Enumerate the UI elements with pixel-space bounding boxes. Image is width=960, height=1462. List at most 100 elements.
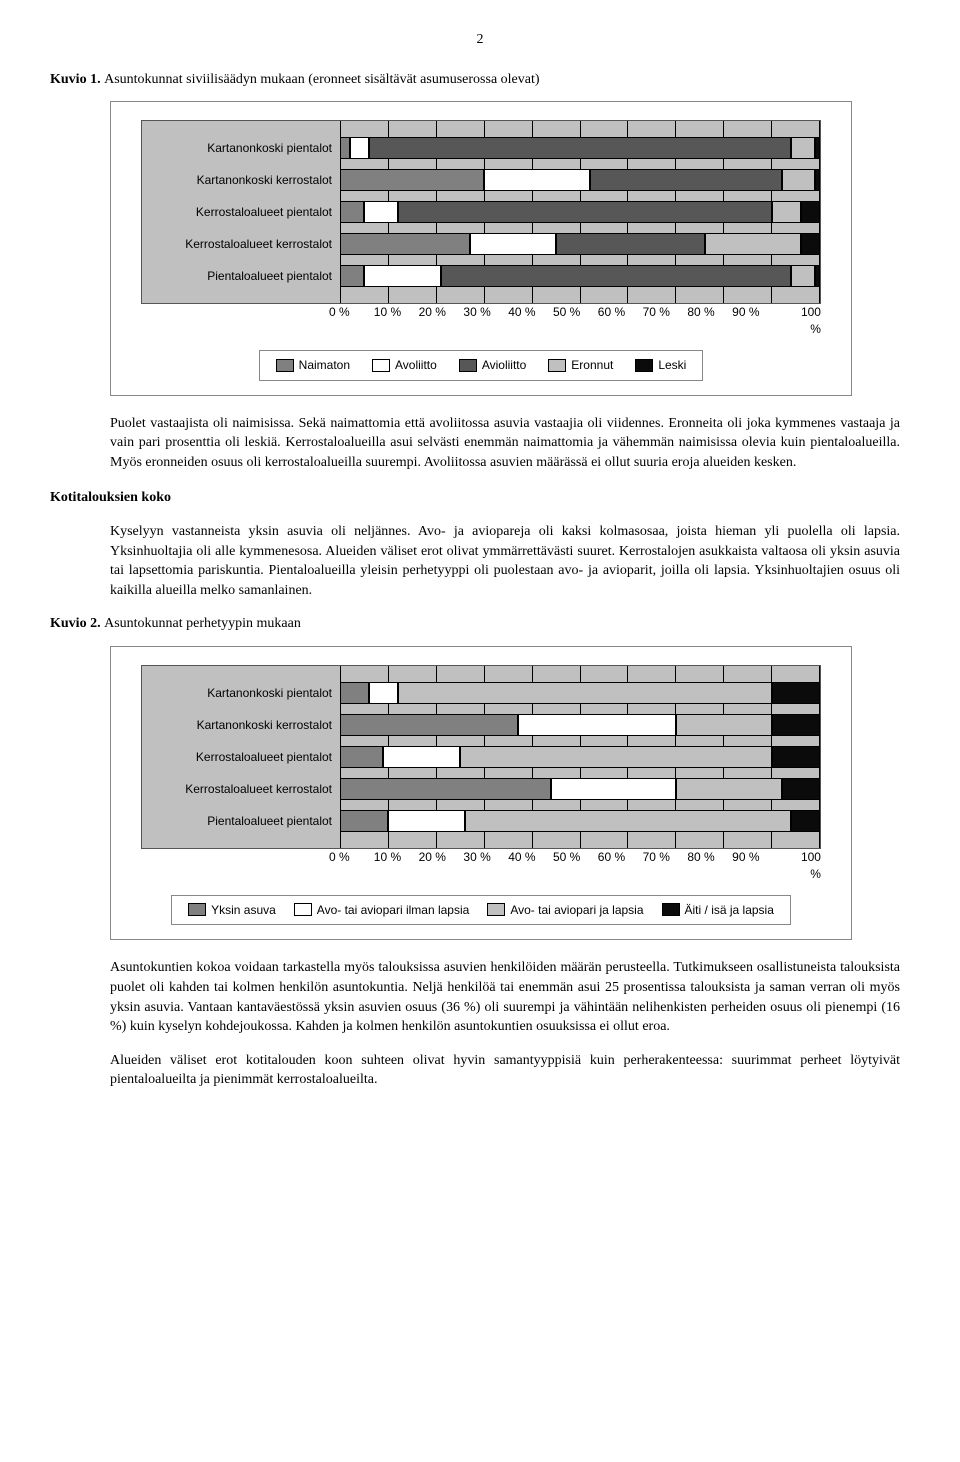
chart-segment	[772, 714, 820, 736]
chart-segment	[398, 682, 772, 704]
xaxis-tick: 70 %	[643, 849, 688, 883]
chart-bar	[340, 714, 820, 736]
legend-item: Avo- tai aviopari ja lapsia	[487, 902, 643, 919]
chart-row-label: Kartanonkoski pientalot	[142, 685, 340, 702]
xaxis-tick: 50 %	[553, 849, 598, 883]
xaxis-tick: 30 %	[463, 849, 508, 883]
xaxis-tick: 100 %	[787, 304, 821, 338]
xaxis-tick: 60 %	[598, 304, 643, 338]
chart-row-label: Kerrostaloalueet pientalot	[142, 204, 340, 221]
legend-label: Eronnut	[571, 357, 613, 374]
legend-swatch	[294, 903, 312, 916]
chart-bar	[340, 137, 820, 159]
legend-swatch	[662, 903, 680, 916]
caption1-prefix: Kuvio 1.	[50, 72, 104, 87]
legend-item: Avioliitto	[459, 357, 526, 374]
chart-segment	[340, 201, 364, 223]
chart-segment	[340, 233, 470, 255]
chart-segment	[782, 169, 816, 191]
legend-label: Avoliitto	[395, 357, 437, 374]
chart1-legend: Naimaton Avoliitto Avioliitto Eronnut Leski	[259, 350, 704, 381]
chart-segment	[465, 810, 791, 832]
chart-segment	[556, 233, 705, 255]
chart-row-label: Kerrostaloalueet kerrostalot	[142, 236, 340, 253]
xaxis-tick: 10 %	[374, 849, 419, 883]
chart-segment	[369, 682, 398, 704]
chart-row: Pientaloalueet pientalot	[142, 810, 820, 832]
chart-segment	[791, 265, 815, 287]
legend-swatch	[459, 359, 477, 372]
chart-segment	[815, 169, 820, 191]
chart-segment	[791, 137, 815, 159]
legend-item: Avo- tai aviopari ilman lapsia	[294, 902, 470, 919]
chart-segment	[340, 714, 518, 736]
chart-bar	[340, 778, 820, 800]
chart-row-label: Kartanonkoski pientalot	[142, 140, 340, 157]
chart-bar	[340, 810, 820, 832]
xaxis-tick: 20 %	[419, 849, 464, 883]
legend-swatch	[188, 903, 206, 916]
section-heading: Kotitalouksien koko	[50, 488, 910, 508]
xaxis-tick: 100 %	[787, 849, 821, 883]
chart-segment	[340, 137, 350, 159]
xaxis-tick: 10 %	[374, 304, 419, 338]
caption2-prefix: Kuvio 2.	[50, 616, 104, 631]
chart-row: Kartanonkoski pientalot	[142, 137, 820, 159]
xaxis-tick: 30 %	[463, 304, 508, 338]
chart-row-label: Kartanonkoski kerrostalot	[142, 172, 340, 189]
chart-row-label: Pientaloalueet pientalot	[142, 813, 340, 830]
chart-bar	[340, 169, 820, 191]
legend-swatch	[487, 903, 505, 916]
legend-label: Naimaton	[299, 357, 350, 374]
xaxis-tick: 90 %	[732, 849, 777, 883]
xaxis-tick: 20 %	[419, 304, 464, 338]
chart2-xaxis: 0 %10 %20 %30 %40 %50 %60 %70 %80 %90 %1…	[339, 849, 821, 883]
xaxis-tick: 40 %	[508, 849, 553, 883]
chart-row: Kartanonkoski pientalot	[142, 682, 820, 704]
chart-segment	[383, 746, 460, 768]
chart-segment	[518, 714, 676, 736]
xaxis-tick: 80 %	[687, 849, 732, 883]
chart-segment	[815, 137, 820, 159]
paragraph-4: Alueiden väliset erot kotitalouden koon …	[110, 1051, 900, 1090]
chart-segment	[364, 201, 398, 223]
chart-segment	[398, 201, 772, 223]
xaxis-tick: 0 %	[329, 304, 374, 338]
chart-segment	[340, 778, 551, 800]
chart-segment	[676, 778, 782, 800]
chart-bar	[340, 682, 820, 704]
chart1-container: Kartanonkoski pientalot Kartanonkoski ker…	[110, 101, 852, 395]
chart-segment	[551, 778, 676, 800]
chart-segment	[791, 810, 820, 832]
chart-segment	[364, 265, 441, 287]
legend-label: Avioliitto	[482, 357, 526, 374]
chart-segment	[340, 810, 388, 832]
chart-segment	[340, 682, 369, 704]
legend-label: Yksin asuva	[211, 902, 276, 919]
paragraph-3: Asuntokuntien kokoa voidaan tarkastella …	[110, 958, 900, 1036]
chart-segment	[815, 265, 820, 287]
chart2-legend: Yksin asuva Avo- tai aviopari ilman lapsi…	[171, 895, 791, 926]
caption2-text: Asuntokunnat perhetyypin mukaan	[104, 616, 301, 631]
chart-bar	[340, 233, 820, 255]
chart-row: Kerrostaloalueet pientalot	[142, 201, 820, 223]
legend-swatch	[372, 359, 390, 372]
legend-label: Leski	[658, 357, 686, 374]
legend-label: Avo- tai aviopari ilman lapsia	[317, 902, 470, 919]
figure2-caption: Kuvio 2. Asuntokunnat perhetyypin mukaan	[50, 614, 910, 634]
figure1-caption: Kuvio 1. Asuntokunnat siviilisäädyn muka…	[50, 70, 910, 90]
chart-segment	[340, 169, 484, 191]
chart-row-label: Kerrostaloalueet pientalot	[142, 749, 340, 766]
paragraph-1: Puolet vastaajista oli naimisissa. Sekä …	[110, 414, 900, 473]
chart-row: Kerrostaloalueet pientalot	[142, 746, 820, 768]
legend-swatch	[548, 359, 566, 372]
chart-bar	[340, 201, 820, 223]
page-number: 2	[50, 30, 910, 50]
chart-segment	[590, 169, 782, 191]
legend-label: Äiti / isä ja lapsia	[685, 902, 774, 919]
chart-row-label: Pientaloalueet pientalot	[142, 268, 340, 285]
chart-segment	[484, 169, 590, 191]
caption1-text: Asuntokunnat siviilisäädyn mukaan (eronn…	[104, 72, 539, 87]
chart-segment	[470, 233, 556, 255]
chart-segment	[801, 201, 820, 223]
